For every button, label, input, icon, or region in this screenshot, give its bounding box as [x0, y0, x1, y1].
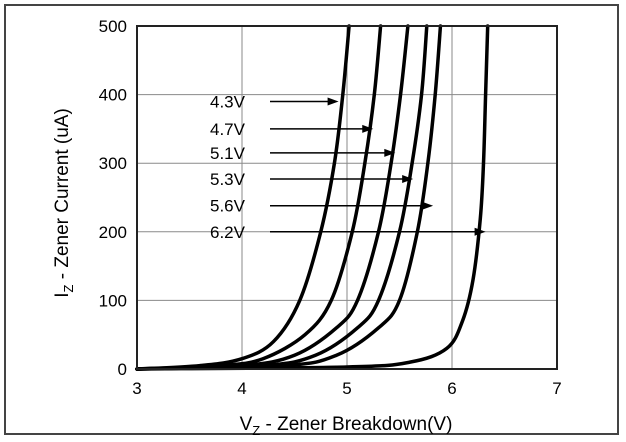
x-tick-label: 7: [552, 379, 561, 398]
plot-border: [136, 25, 558, 370]
callout-label-4-7V: 4.7V: [210, 120, 246, 139]
y-tick-label: 500: [99, 17, 127, 36]
x-tick-label: 4: [237, 379, 246, 398]
x-axis-label: VZ - Zener Breakdown(V): [240, 414, 453, 438]
y-axis-label: IZ - Zener Current (uA): [52, 108, 76, 298]
callout-arrowhead-4-3V: [327, 97, 339, 106]
x-tick-label: 5: [342, 379, 351, 398]
x-tick-label: 6: [447, 379, 456, 398]
series-line-5-6V: [135, 24, 443, 371]
callout-arrowhead-5-3V: [402, 174, 414, 183]
callouts: 4.3V 4.7V 5.1V 5.3V 5.6V 6.2V: [210, 92, 486, 242]
curves: [135, 24, 490, 371]
callout-label-4-3V: 4.3V: [210, 92, 246, 111]
callout-label-6-2V: 6.2V: [210, 223, 246, 242]
callout-arrowhead-5-1V: [384, 148, 396, 157]
y-tick-label: 400: [99, 86, 127, 105]
y-tick-label: 300: [99, 154, 127, 173]
y-tick-label: 100: [99, 291, 127, 310]
y-tick-labels: 0 100 200 300 400 500: [99, 17, 127, 379]
callout-arrowhead-5-6V: [422, 201, 434, 210]
x-axis-label-sub: Z: [252, 423, 260, 438]
callout-label-5-6V: 5.6V: [210, 197, 246, 216]
callout-label-5-3V: 5.3V: [210, 170, 246, 189]
series-line-5-3V: [135, 24, 429, 371]
series-line-4-3V: [135, 24, 351, 371]
x-axis-label-prefix: V: [240, 414, 253, 435]
y-tick-label: 200: [99, 223, 127, 242]
x-tick-labels: 3 4 5 6 7: [132, 379, 561, 398]
y-tick-label: 0: [118, 360, 127, 379]
y-axis-label-rest: - Zener Current (uA): [52, 108, 73, 284]
x-tick-label: 3: [132, 379, 141, 398]
series-line-6-2V: [135, 24, 490, 371]
x-axis-label-rest: - Zener Breakdown(V): [260, 414, 452, 435]
callout-arrowhead-6-2V: [474, 227, 486, 236]
callout-arrowhead-4-7V: [362, 124, 374, 133]
callout-label-5-1V: 5.1V: [210, 144, 246, 163]
y-axis-label-prefix: I: [52, 293, 73, 298]
y-axis-label-sub: Z: [61, 285, 76, 293]
